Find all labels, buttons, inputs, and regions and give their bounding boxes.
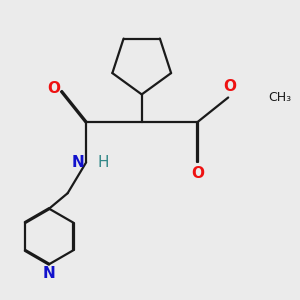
Text: O: O [47,81,60,96]
Text: O: O [223,79,236,94]
Text: CH₃: CH₃ [268,91,292,104]
Text: O: O [191,166,204,181]
Text: N: N [43,266,56,281]
Text: H: H [98,155,109,170]
Text: N: N [72,155,85,170]
